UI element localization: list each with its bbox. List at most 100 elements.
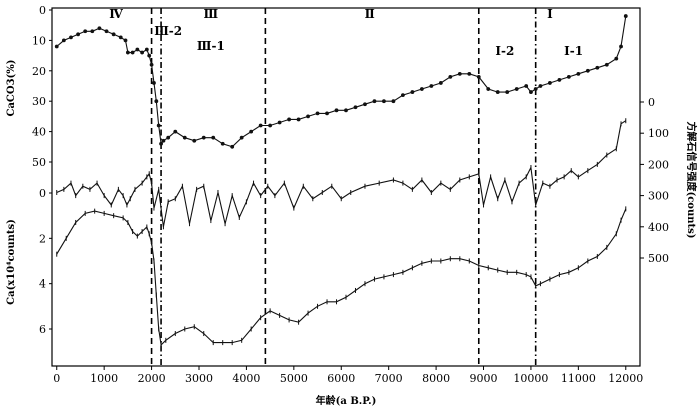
series-caco3-point-40 — [325, 111, 329, 116]
series-caco3-point-26 — [192, 138, 197, 143]
calcite-tick-label-300: 300 — [648, 190, 669, 203]
series-caco3-point-6 — [97, 26, 102, 31]
series-caco3-point-41 — [334, 108, 339, 113]
series-caco3-point-39 — [315, 111, 320, 116]
zone-label-7: Ⅰ — [547, 7, 553, 21]
series-caco3-point-37 — [296, 117, 301, 122]
caco3-tick-label-40: 40 — [32, 126, 46, 139]
ca-tick-label-0: 0 — [39, 187, 46, 200]
series-caco3-point-30 — [230, 144, 235, 149]
x-tick-label-1000: 1000 — [90, 372, 118, 385]
series-caco3-point-13 — [135, 47, 140, 52]
series-caco3-point-18 — [152, 81, 156, 85]
series-caco3-point-58 — [495, 90, 500, 94]
series-caco3-point-71 — [604, 62, 609, 67]
ca-tick-label-4: 4 — [39, 278, 46, 291]
series-caco3-point-46 — [382, 99, 386, 104]
series-caco3-point-24 — [173, 129, 178, 134]
series-caco3-point-1 — [61, 38, 66, 43]
series-caco3-point-17 — [149, 62, 154, 67]
caco3-tick-label-0: 0 — [39, 4, 46, 17]
ca-tick-label-6: 6 — [39, 323, 46, 336]
calcite-tick-label-100: 100 — [648, 127, 669, 140]
calcite-tick-label-0: 0 — [648, 96, 655, 109]
series-caco3-point-5 — [90, 29, 95, 34]
x-tick-label-11000: 11000 — [561, 372, 596, 385]
series-caco3-point-49 — [410, 90, 415, 94]
x-tick-label-6000: 6000 — [327, 372, 355, 385]
series-caco3-point-73 — [619, 44, 623, 49]
zone-label-3: Ⅲ — [204, 7, 219, 21]
series-caco3-point-50 — [419, 87, 424, 91]
calcite-axis-label: 方解石信号强度(counts) — [685, 121, 698, 238]
series-caco3-point-28 — [211, 135, 216, 140]
series-caco3-point-3 — [76, 32, 80, 37]
x-tick-label-12000: 12000 — [608, 372, 643, 385]
series-caco3-point-8 — [111, 32, 116, 37]
series-caco3-point-69 — [585, 68, 590, 73]
caco3-tick-label-20: 20 — [32, 65, 46, 78]
series-caco3-point-56 — [476, 74, 481, 79]
series-caco3-point-15 — [144, 47, 149, 52]
x-tick-label-8000: 8000 — [422, 372, 450, 385]
series-caco3-point-19 — [154, 99, 159, 104]
series-caco3-point-21 — [159, 141, 163, 146]
series-caco3-point-54 — [457, 71, 462, 76]
caco3-axis-label: CaCO3(%) — [6, 59, 17, 116]
x-tick-label-9000: 9000 — [470, 372, 498, 385]
series-caco3-point-38 — [306, 114, 310, 119]
series-caco3-point-36 — [287, 117, 291, 122]
series-caco3-point-55 — [467, 71, 472, 76]
zone-label-8: Ⅰ-1 — [564, 44, 583, 58]
caco3-tick-label-10: 10 — [32, 34, 46, 47]
ca-axis-label: Ca(x10⁴counts) — [6, 219, 17, 305]
series-caco3-point-23 — [166, 135, 171, 140]
series-caco3-point-35 — [277, 120, 282, 125]
zone-label-5: Ⅱ — [365, 7, 375, 21]
series-caco3-point-62 — [529, 90, 533, 94]
zone-label-6: Ⅰ-2 — [495, 44, 514, 58]
x-tick-label-7000: 7000 — [375, 372, 403, 385]
series-caco3-point-31 — [239, 135, 244, 140]
series-caco3-point-27 — [201, 135, 206, 140]
series-caco3-point-52 — [438, 81, 443, 85]
series-caco3-point-43 — [353, 105, 358, 110]
series-caco3-point-34 — [268, 123, 273, 128]
ca-tick-label-2: 2 — [39, 232, 46, 245]
series-caco3-point-22 — [161, 138, 166, 143]
series-caco3-point-57 — [486, 87, 491, 91]
series-caco3-point-60 — [514, 87, 519, 91]
series-caco3-point-61 — [524, 84, 529, 88]
series-caco3-point-4 — [83, 29, 88, 34]
series-caco3-point-44 — [363, 102, 367, 107]
series-caco3-point-59 — [505, 90, 510, 94]
series-caco3-point-32 — [249, 129, 254, 134]
series-caco3-point-64 — [538, 84, 543, 88]
series-caco3-point-65 — [548, 81, 552, 85]
zone-label-2: Ⅲ-2 — [154, 24, 182, 38]
series-caco3-point-12 — [130, 50, 135, 55]
series-caco3-point-51 — [429, 84, 434, 88]
zone-label-1: Ⅳ — [109, 7, 123, 21]
series-caco3-point-10 — [123, 38, 128, 43]
caco3-tick-label-30: 30 — [32, 95, 46, 108]
series-caco3-point-2 — [69, 35, 73, 40]
series-caco3-point-33 — [258, 123, 263, 128]
plot-frame — [51, 7, 641, 367]
zone-label-4: Ⅲ-1 — [197, 39, 225, 53]
series-caco3-point-63 — [533, 87, 538, 91]
calcite-tick-label-400: 400 — [648, 221, 669, 234]
series-caco3-point-48 — [401, 93, 405, 98]
series-caco3-point-11 — [125, 50, 130, 55]
series-caco3-point-20 — [156, 123, 161, 128]
x-tick-label-3000: 3000 — [185, 372, 213, 385]
series-caco3-point-68 — [576, 71, 581, 76]
series-caco3-point-14 — [140, 50, 144, 55]
calcite-tick-label-500: 500 — [648, 252, 669, 265]
series-caco3-point-74 — [623, 14, 628, 18]
x-tick-label-10000: 10000 — [513, 372, 548, 385]
x-tick-label-0: 0 — [53, 372, 60, 385]
series-calcite-line — [56, 120, 627, 227]
series-caco3-point-7 — [104, 29, 109, 34]
